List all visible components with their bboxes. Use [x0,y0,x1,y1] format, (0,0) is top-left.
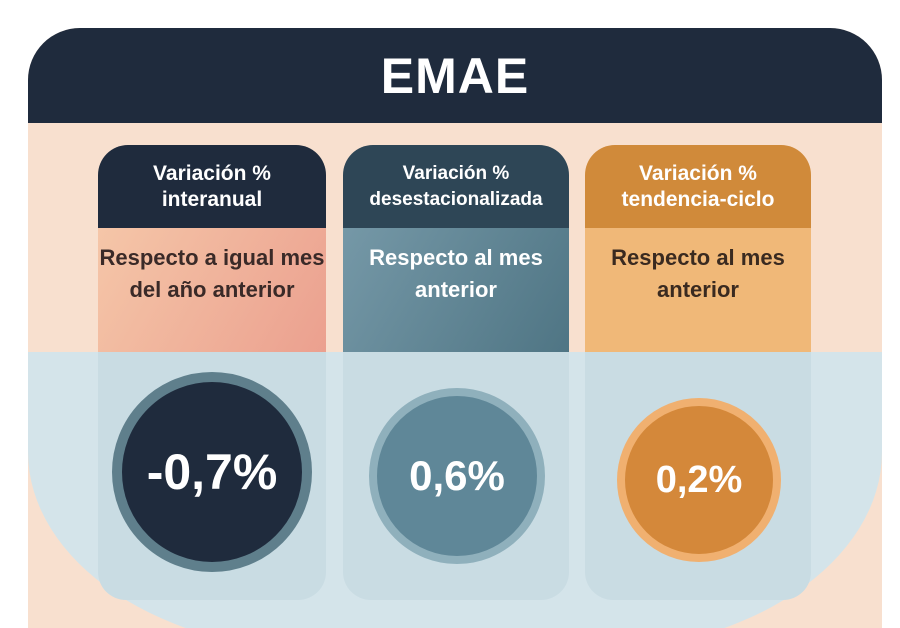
value-label: 0,6% [409,452,505,499]
value-circle: 0,2% [617,398,781,562]
value-circle: -0,7% [112,372,312,572]
card-header: Variación % interanual [98,145,326,228]
value-circle: 0,6% [369,388,545,564]
title-banner: EMAE [28,28,882,123]
page-title: EMAE [380,47,530,104]
card-interanual: Variación % interanual Respecto a igual … [98,145,326,600]
card-desestacionalizada: Variación % desestacionalizada Respecto … [343,145,569,600]
card-tendencia-ciclo: Variación % tendencia-ciclo Respecto al … [585,145,811,600]
card-subtitle: Respecto a igual mes del año anterior [98,228,326,352]
emae-panel: EMAE Variación % interanual Respecto a i… [28,28,882,628]
value-label: 0,2% [655,458,743,501]
card-subtitle: Respecto al mes anterior [585,228,811,352]
value-label: -0,7% [146,444,278,500]
card-header: Variación % desestacionalizada [343,145,569,228]
card-header: Variación % tendencia-ciclo [585,145,811,228]
card-subtitle: Respecto al mes anterior [343,228,569,352]
